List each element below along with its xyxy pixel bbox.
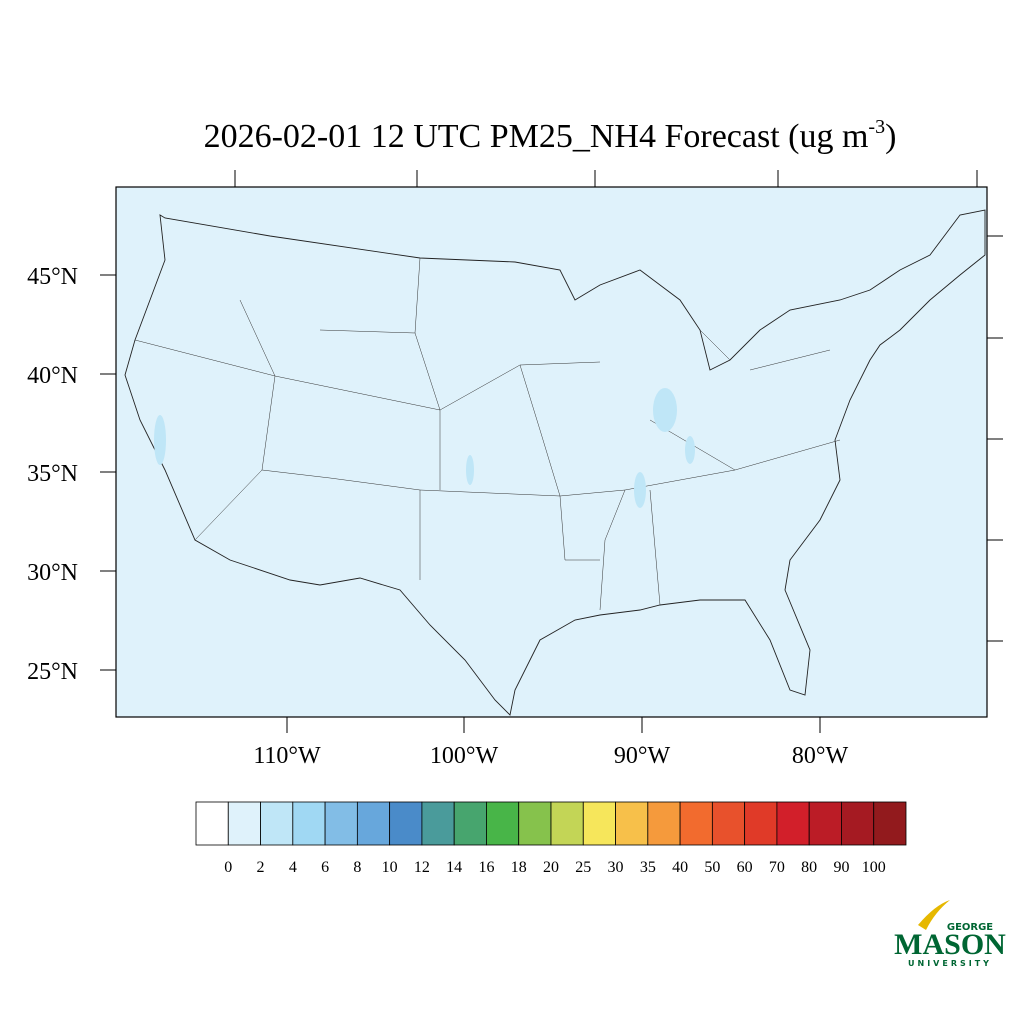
colorbar-label: 14: [446, 859, 462, 876]
lat-label: 40°N: [27, 363, 78, 389]
colorbar-label: 100: [862, 859, 886, 876]
colorbar-swatch: [550, 801, 584, 846]
colorbar-swatch: [389, 801, 423, 846]
lon-label: 100°W: [430, 743, 499, 769]
axis-labels: 45°N 40°N 35°N 30°N 25°N 110°W 100°W 90°W 80°W: [27, 264, 848, 769]
colorbar-swatch: [453, 801, 487, 846]
colorbar-label: 2: [257, 859, 265, 876]
logo-swoosh: [918, 900, 950, 930]
title-superscript: -3: [868, 116, 885, 138]
colorbar-label: 12: [414, 859, 430, 876]
colorbar-swatch: [808, 801, 842, 846]
colorbar-swatch: [711, 801, 746, 846]
colorbar-label: 25: [575, 859, 591, 876]
colorbar-label: 70: [769, 859, 785, 876]
colorbar-label: 6: [321, 859, 329, 876]
colorbar-swatch: [518, 801, 552, 846]
colorbar-swatch: [744, 801, 778, 846]
logo-middle: MASON: [894, 928, 1006, 961]
title-close: ): [885, 118, 896, 155]
colorbar-label: 8: [353, 859, 361, 876]
colorbar-swatch: [260, 801, 294, 846]
colorbar-label: 90: [833, 859, 849, 876]
colorbar-swatch: [324, 801, 358, 846]
colorbar-swatch: [292, 801, 326, 846]
map-ticks: [100, 170, 1003, 733]
lon-label: 110°W: [253, 743, 321, 769]
logo-bottom: UNIVERSITY: [908, 959, 992, 968]
lat-label: 30°N: [27, 560, 78, 586]
lon-label: 80°W: [792, 743, 849, 769]
colorbar-label: 0: [224, 859, 232, 876]
title-main: 2026-02-01 12 UTC PM25_NH4 Forecast (ug …: [204, 118, 869, 155]
colorbar-swatch: [615, 801, 649, 846]
lat-label: 25°N: [27, 659, 78, 685]
logo: GEORGE MASON UNIVERSITY: [894, 900, 1006, 968]
colorbar: 0 2 4 6 8 10 12 14 16 18 20 25 30 35 40 50 60 70 80 90 100: [195, 801, 907, 876]
colorbar-label: 30: [608, 859, 624, 876]
colorbar-label: 18: [511, 859, 527, 876]
colorbar-label: 60: [737, 859, 753, 876]
colorbar-label: 80: [801, 859, 817, 876]
map-frame: [115, 186, 988, 718]
colorbar-swatch: [841, 801, 875, 846]
area: [634, 472, 646, 508]
colorbar-label: 40: [672, 859, 688, 876]
lat-label: 35°N: [27, 461, 78, 487]
colorbar-swatch: [679, 801, 713, 846]
colorbar-swatch: [227, 801, 261, 846]
colorbar-swatch: [195, 801, 229, 846]
area: [154, 415, 166, 465]
colorbar-swatch: [582, 801, 616, 846]
colorbar-label: 35: [640, 859, 656, 876]
colorbar-swatch: [776, 801, 810, 846]
colorbar-swatch: [647, 801, 681, 846]
area: [685, 436, 695, 464]
colorbar-label: 20: [543, 859, 559, 876]
logo-top: GEORGE: [947, 922, 993, 933]
colorbar-label: 10: [382, 859, 398, 876]
colorbar-label: 16: [478, 859, 494, 876]
low-concentration-areas: [154, 388, 695, 508]
lat-label: 45°N: [27, 264, 78, 290]
area: [466, 455, 474, 485]
colorbar-swatch: [486, 801, 520, 846]
colorbar-label: 4: [289, 859, 297, 876]
area: [653, 388, 677, 432]
lon-label: 90°W: [614, 743, 671, 769]
colorbar-label: 50: [704, 859, 720, 876]
title: 2026-02-01 12 UTC PM25_NH4 Forecast (ug …: [204, 116, 897, 155]
colorbar-swatch: [421, 801, 455, 846]
colorbar-swatch: [873, 801, 907, 846]
colorbar-swatch: [356, 801, 391, 846]
map: [100, 170, 1003, 733]
us-outline: [124, 209, 986, 716]
